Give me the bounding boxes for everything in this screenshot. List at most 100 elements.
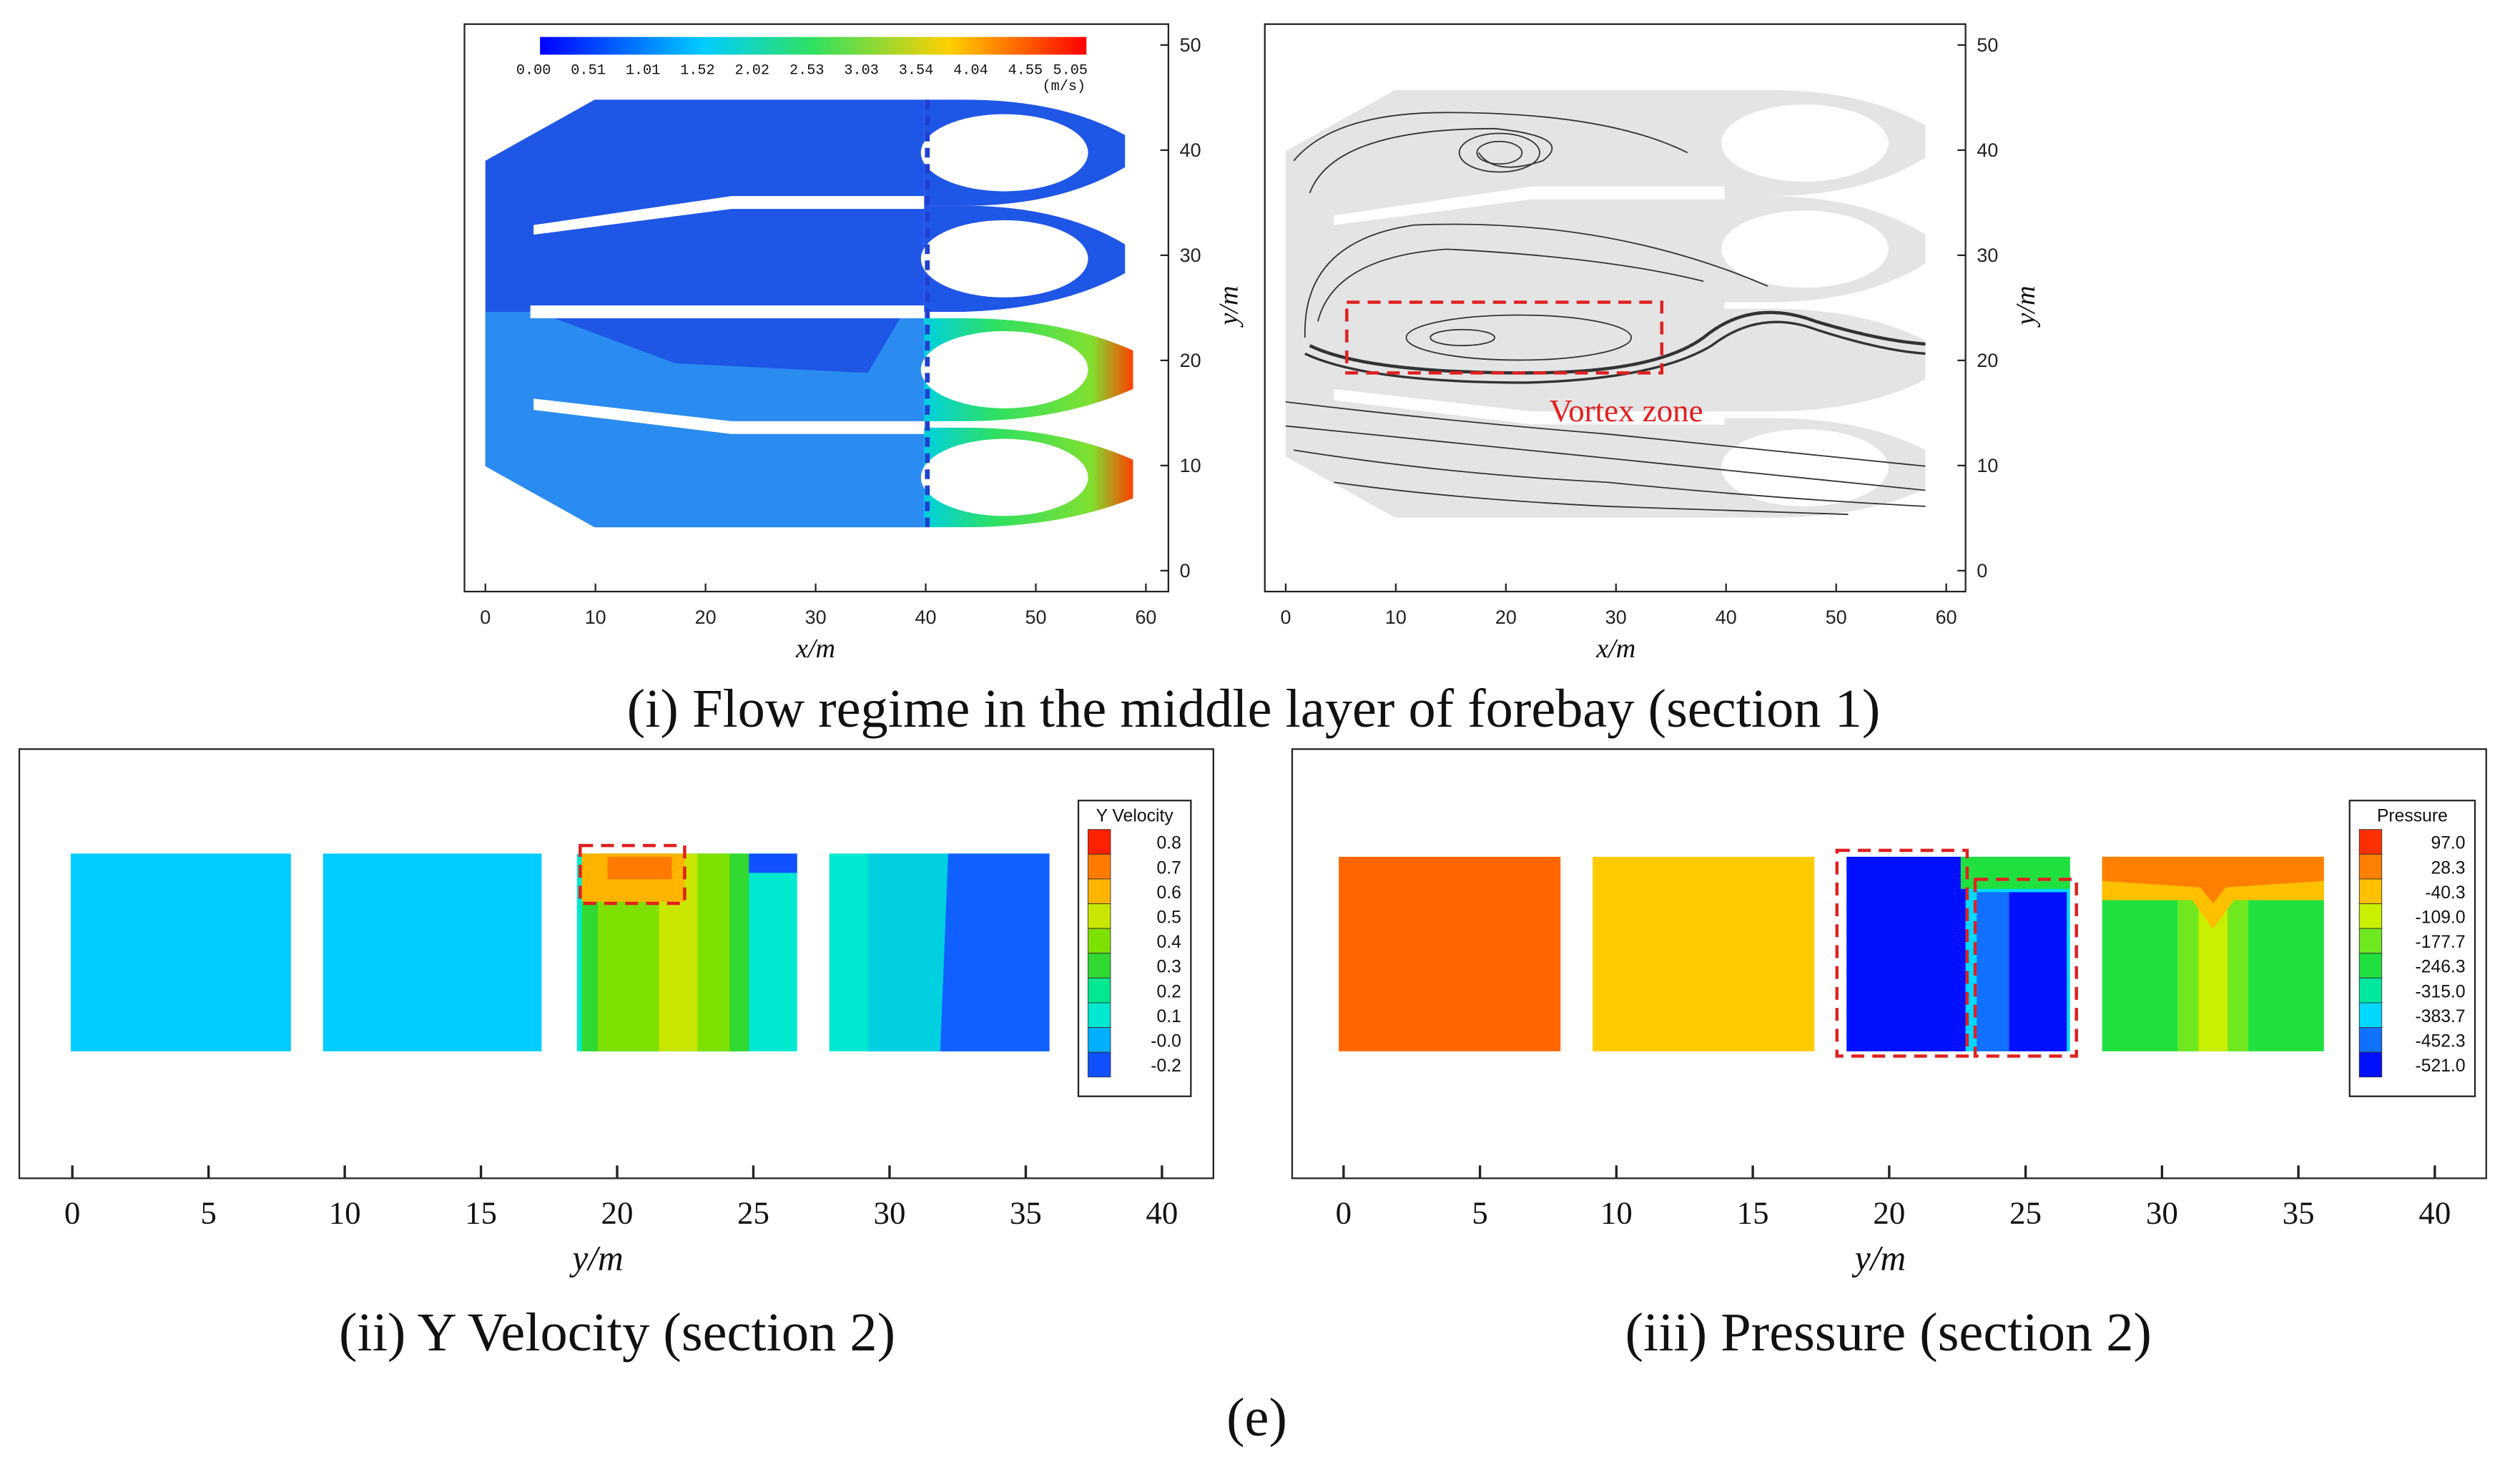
legend-swatch [2358,1002,2383,1029]
legend-swatch [1088,953,1111,978]
annotation: Vortex zone [1550,393,1703,428]
caption: (ii) Y Velocity (section 2) [339,1302,895,1363]
legend-label: 0.5 [1157,908,1181,927]
x-tick-label: 5 [1472,1194,1487,1230]
legend-swatch [2358,928,2383,954]
divider [533,398,925,434]
x-tick-label: 40 [915,607,937,628]
axis-label: x/m [795,634,835,664]
section-block [829,853,1050,1051]
x-tick-label: 10 [1600,1194,1633,1230]
x-tick-label: 5 [200,1194,216,1230]
legend-label: -452.3 [2415,1032,2465,1051]
colorbar-label: 1.01 [626,62,661,79]
legend-label: 0.1 [1157,1007,1181,1026]
colorbar-label: 1.52 [680,62,715,79]
legend-label: -521.0 [2415,1056,2465,1076]
highlight-box [1345,300,1664,375]
legend-swatch [1088,853,1111,880]
streamlines [1285,112,1926,516]
legend-label: -40.3 [2425,883,2465,903]
low-speed-zone [554,318,900,373]
x-tick-label: 30 [805,607,827,628]
y-tick-label: 10 [1180,455,1201,476]
highlight-box [1973,878,2078,1058]
legend-swatch [1088,829,1111,855]
x-tick-label: 40 [2418,1194,2451,1230]
outlets [920,99,1133,528]
x-tick-label: 10 [585,607,606,628]
legend-swatch [2358,853,2383,880]
legend-label: 0.4 [1157,933,1182,952]
legend-swatch [2358,878,2383,904]
legend-label: -109.0 [2415,908,2465,927]
legend-label: -177.7 [2415,933,2465,952]
x-tick-label: 20 [1495,607,1517,628]
colorbar-label: 4.55 [1008,62,1043,79]
legend-label: -383.7 [2415,1007,2465,1026]
caption: (i) Flow regime in the middle layer of f… [627,678,1881,739]
section-block [70,853,291,1051]
section-block [1846,856,2070,1051]
legend-swatch [1088,903,1111,929]
colorbar-label: 4.04 [953,62,988,79]
colorbar-label: 2.53 [789,62,825,79]
legend-swatch [1088,1027,1111,1053]
axis-label: y/m [1214,285,1244,328]
x-tick-label: 0 [480,607,491,628]
legend-swatch [2358,903,2383,929]
legend-label: 28.3 [2431,858,2465,878]
legend-label: 0.7 [1157,858,1181,878]
y-tick-label: 20 [1180,350,1201,371]
x-tick-label: 15 [1737,1194,1769,1230]
colorbar-label: 3.03 [844,62,879,79]
legend-label: -0.0 [1151,1032,1181,1051]
x-tick-label: 25 [737,1194,769,1230]
x-tick-label: 30 [2146,1194,2178,1230]
colorbar-label: 0.00 [516,62,551,79]
pressure-plot [1291,748,2487,1179]
legend-label: -315.0 [2415,982,2465,1001]
section-block [576,853,797,1051]
colorbar-unit: (m/s) [1042,79,1086,95]
legend-swatch [2358,953,2383,978]
divider [530,305,925,318]
outlets [1724,89,1926,518]
colorbar-label: 3.54 [899,62,934,79]
legend-label: -246.3 [2415,958,2465,977]
legend-label: -0.2 [1151,1056,1181,1076]
legend-swatch [1088,928,1111,954]
colorbar-label: 5.05 [1053,62,1088,79]
axis-label: x/m [1595,634,1635,664]
legend-swatch [1088,1002,1111,1029]
x-tick-label: 25 [2009,1194,2042,1230]
legend-label: 0.2 [1157,982,1181,1001]
y-tick-label: 30 [1977,245,1998,266]
velocity-contour [463,23,1170,593]
x-tick-label: 35 [1010,1194,1042,1230]
x-tick-label: 30 [1605,607,1627,628]
y-tick-label: 40 [1180,139,1201,161]
highlight-box [1835,848,1969,1058]
x-tick-label: 50 [1826,607,1847,628]
x-tick-label: 30 [873,1194,905,1230]
highlight-box [579,843,686,906]
legend-swatch [1088,878,1111,904]
x-tick-label: 50 [1025,607,1046,628]
x-tick-label: 40 [1716,607,1737,628]
colorbar-label: 0.51 [571,62,606,79]
legend-label: 0.6 [1157,883,1181,903]
colorbar-label: 2.02 [735,62,770,79]
axis-label: y/m [2011,285,2041,328]
legend-label: 97.0 [2431,834,2465,853]
legend-swatch [2358,1027,2383,1053]
legend-swatch [2358,977,2383,1004]
divider [533,196,925,235]
y-tick-label: 0 [1180,560,1191,582]
x-tick-label: 35 [2283,1194,2315,1230]
x-tick-label: 10 [329,1194,361,1230]
colorbar [540,36,1087,55]
y-tick-label: 20 [1977,350,1998,371]
section-block [323,853,542,1051]
